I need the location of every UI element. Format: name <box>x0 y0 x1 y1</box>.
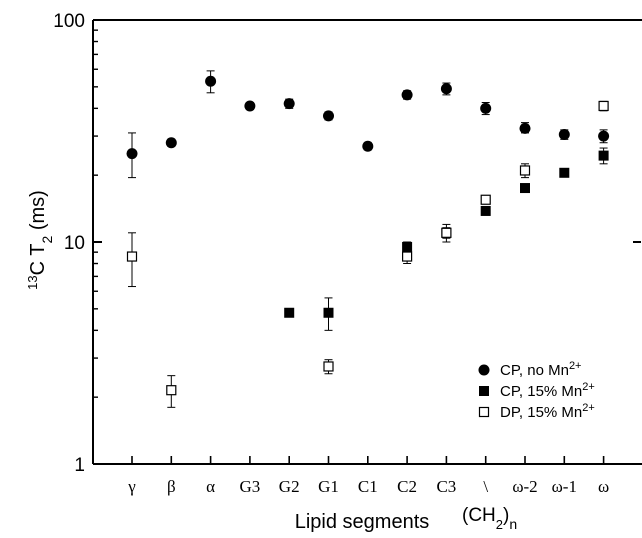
data-series <box>126 70 610 408</box>
data-point <box>323 307 334 318</box>
x-tick-label: C3 <box>436 477 456 496</box>
data-point <box>520 183 530 194</box>
data-point <box>126 148 138 160</box>
legend-marker <box>479 386 489 396</box>
legend-label: CP, no Mn2+ <box>500 360 581 379</box>
legend-label: DP, 15% Mn2+ <box>500 402 595 421</box>
x-tick-label: β <box>167 477 176 496</box>
data-point <box>480 194 491 205</box>
x-tick-label: G2 <box>279 477 300 496</box>
data-point <box>598 130 610 142</box>
data-point <box>559 167 570 178</box>
x-tick-label: ω-2 <box>512 477 537 496</box>
x-tick-label: \ <box>483 477 488 496</box>
data-point <box>598 100 609 112</box>
y-tick-label: 10 <box>64 233 85 254</box>
ch2n-label: (CH2)n <box>462 505 517 532</box>
y-axis-title-pre-sup: 13 <box>25 275 40 289</box>
x-tick-label: ω <box>598 477 609 496</box>
data-point <box>165 137 177 149</box>
x-tick-label: α <box>206 477 215 496</box>
data-point <box>480 102 492 114</box>
legend-marker <box>478 364 490 376</box>
data-point <box>323 361 334 372</box>
series-1 <box>284 147 609 331</box>
y-axis-title-sub: 2 <box>39 236 55 244</box>
x-tick-label: ω-1 <box>552 477 577 496</box>
data-point <box>441 227 452 238</box>
y-tick-label: 1 <box>74 455 85 476</box>
data-point <box>402 241 413 252</box>
x-axis-ticks: γ β α G3 G2 G1 C1 C2 C3 \ ω-2 ω-1 ω <box>127 456 609 496</box>
data-point <box>205 75 217 87</box>
series-2 <box>126 100 609 408</box>
data-point <box>558 128 570 140</box>
data-point <box>244 100 256 112</box>
y-axis-title-base: C T <box>27 244 49 276</box>
data-point <box>283 98 295 110</box>
x-tick-label: G3 <box>240 477 261 496</box>
x-tick-label: γ <box>127 477 136 496</box>
data-point <box>126 251 138 262</box>
data-point <box>166 385 177 396</box>
data-point <box>323 110 334 122</box>
y-axis-title-post: (ms) <box>27 190 49 236</box>
legend: CP, no Mn2+ CP, 15% Mn2+ DP, 15% Mn2+ <box>478 360 595 421</box>
data-point <box>401 89 413 101</box>
data-point <box>284 307 295 318</box>
y-tick-label: 100 <box>53 11 85 32</box>
data-point <box>519 122 531 134</box>
series-0 <box>126 70 610 179</box>
x-tick-label: C2 <box>397 477 417 496</box>
legend-marker <box>478 406 490 418</box>
data-point <box>402 251 413 262</box>
data-point <box>598 150 609 161</box>
data-point <box>362 140 374 152</box>
legend-label: CP, 15% Mn2+ <box>500 381 595 400</box>
x-axis-title: Lipid segments <box>295 511 430 533</box>
data-point <box>480 205 491 216</box>
y-axis-ticks: 1 10 100 <box>53 11 641 476</box>
data-point <box>440 83 452 95</box>
data-point <box>519 165 531 176</box>
x-tick-label: G1 <box>318 477 339 496</box>
x-tick-label: C1 <box>358 477 378 496</box>
y-axis-title: 13C T2 (ms) <box>25 190 56 290</box>
